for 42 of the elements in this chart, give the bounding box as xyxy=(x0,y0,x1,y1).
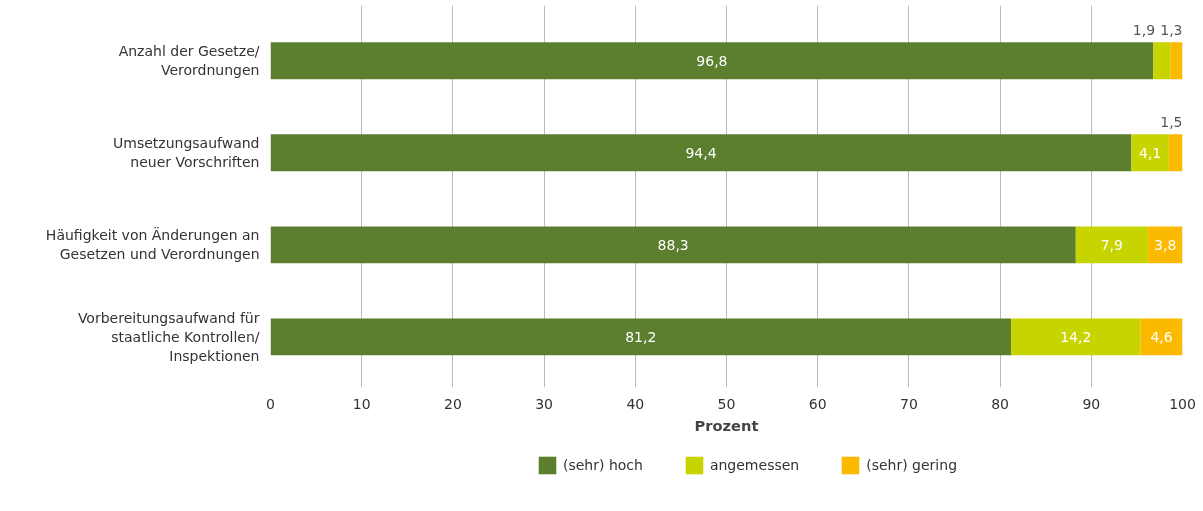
data-label: 3,8 xyxy=(1154,236,1177,253)
data-label: 4,1 xyxy=(1138,144,1162,161)
data-label: 81,2 xyxy=(625,328,657,345)
data-label: 88,3 xyxy=(657,236,689,253)
data-label: 1,5 xyxy=(1160,114,1183,130)
bar xyxy=(1170,42,1183,80)
x-tick-label: 40 xyxy=(626,395,645,412)
x-tick-label: 90 xyxy=(1082,395,1101,412)
x-tick-label: 10 xyxy=(352,395,371,412)
y-tick-label: Umsetzungsaufwand neuer Vorschriften xyxy=(113,135,260,171)
legend-label: (sehr) hoch xyxy=(563,457,643,473)
x-tick-label: 60 xyxy=(808,395,827,412)
x-tick-label: 70 xyxy=(899,395,918,412)
data-label: 96,8 xyxy=(696,52,728,69)
x-tick-label: 0 xyxy=(266,395,275,412)
bar xyxy=(1168,134,1183,172)
y-tick-label: Häufigkeit von Änderungen an Gesetzen und Verordnungen xyxy=(45,226,260,263)
data-label: 1,3 xyxy=(1160,21,1183,38)
data-label: 14,2 xyxy=(1060,328,1092,345)
y-tick-label: Anzahl der Gesetze/ Verordnungen xyxy=(118,43,260,79)
bar xyxy=(270,42,1154,80)
x-tick-label: 100 xyxy=(1169,395,1196,412)
bar xyxy=(1153,42,1171,80)
bar xyxy=(270,134,1132,172)
bar xyxy=(1140,318,1183,356)
data-label: 1,9 xyxy=(1132,21,1156,38)
x-tick-label: 20 xyxy=(443,395,462,412)
data-label: 94,4 xyxy=(685,144,717,161)
bar xyxy=(270,318,1012,356)
y-tick-label: Vorbereitungsaufwand für staatliche Kontrollen/ Inspektionen xyxy=(77,309,260,365)
x-tick-label: 30 xyxy=(535,395,554,412)
bar xyxy=(1131,134,1169,172)
x-axis-title: Prozent xyxy=(694,416,759,434)
data-label: 7,9 xyxy=(1100,236,1123,253)
x-tick-label: 80 xyxy=(991,395,1010,412)
bar xyxy=(1075,226,1148,264)
data-label: 4,6 xyxy=(1150,328,1173,345)
bar xyxy=(1011,318,1141,356)
bar xyxy=(270,226,1076,264)
legend-label: angemessen xyxy=(709,457,800,473)
legend-label: (sehr) gering xyxy=(866,457,958,473)
x-tick-label: 50 xyxy=(717,395,736,412)
